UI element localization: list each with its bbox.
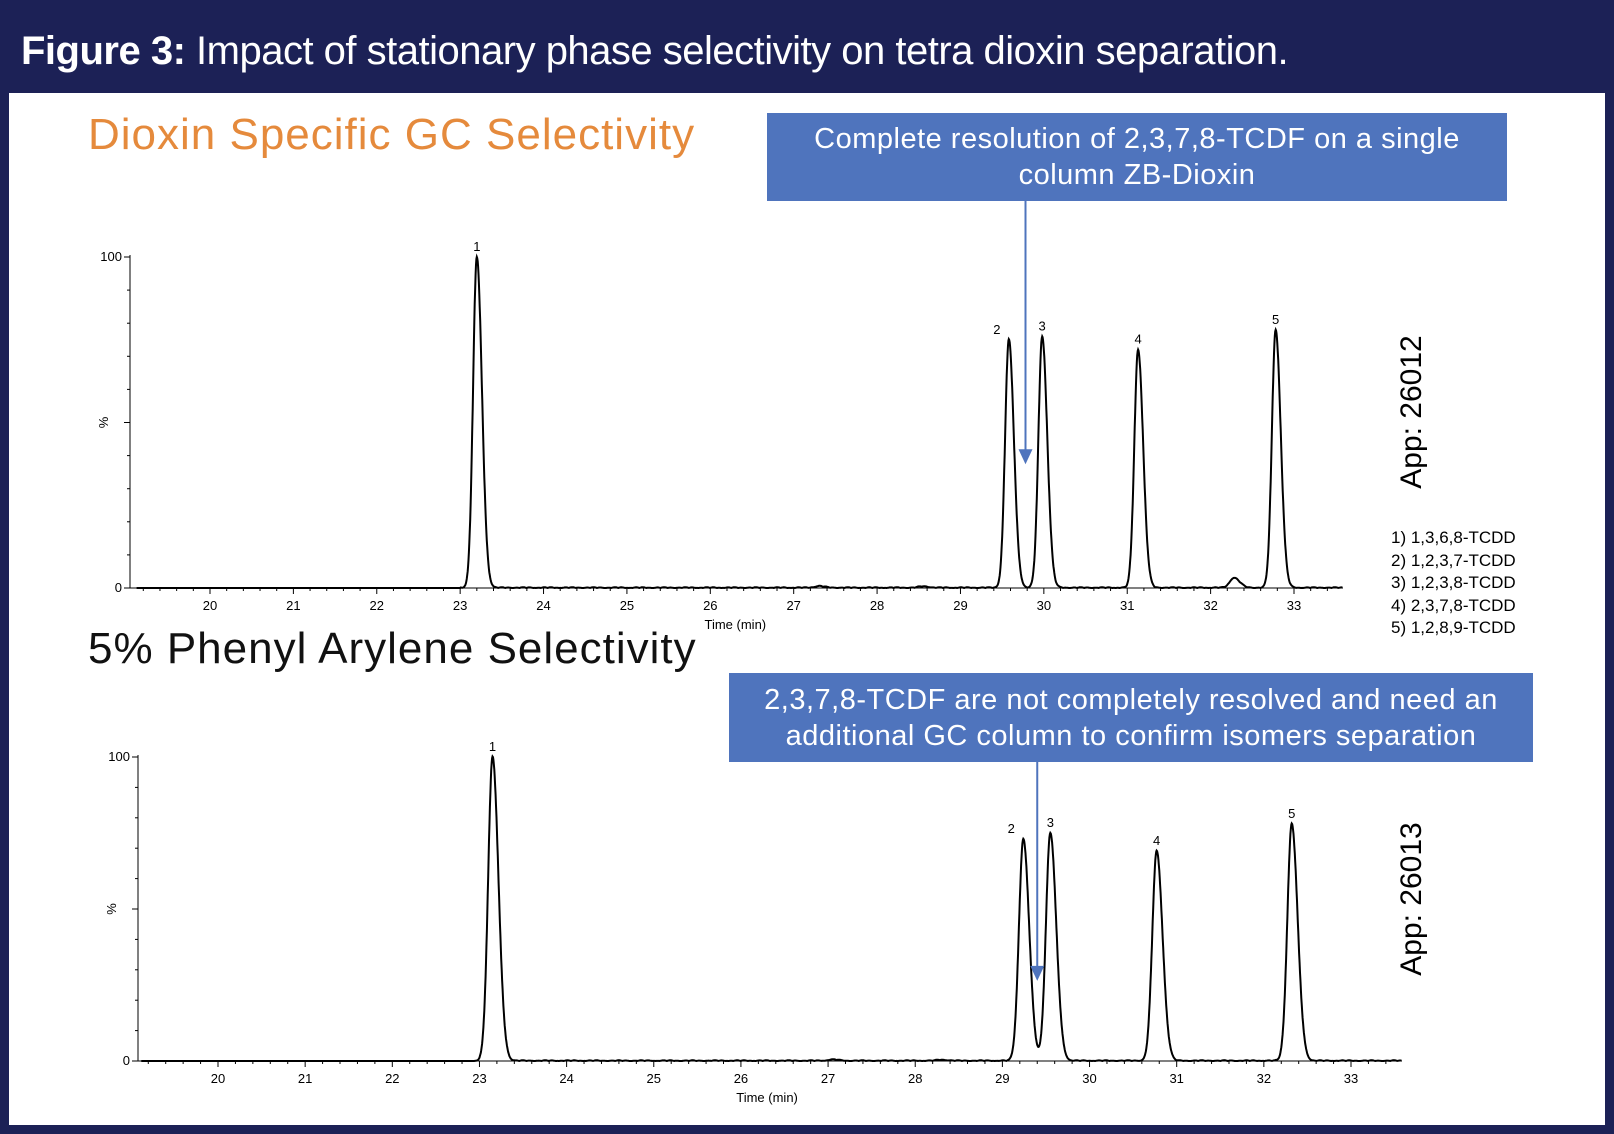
- x-tick-label: 31: [1120, 598, 1134, 613]
- x-tick-label: 23: [472, 1071, 486, 1086]
- peak-label: 2: [1008, 821, 1015, 836]
- x-tick-label: 33: [1344, 1071, 1358, 1086]
- peak-label: 2: [993, 322, 1000, 337]
- chromatogram-trace: [141, 754, 1402, 1063]
- x-axis-label: Time (min): [705, 617, 767, 632]
- figure-header: Figure 3: Impact of stationary phase sel…: [9, 9, 1605, 93]
- peak-label: 4: [1134, 332, 1141, 347]
- peak-label: 3: [1047, 815, 1054, 830]
- x-tick-label: 33: [1287, 598, 1301, 613]
- x-tick-label: 28: [908, 1071, 922, 1086]
- legend-item: 2) 1,2,3,7-TCDD: [1391, 550, 1516, 570]
- y-tick-label: 0: [123, 1053, 130, 1068]
- peak-label: 1: [489, 739, 496, 754]
- app-label-top: App: 26012: [1395, 335, 1428, 489]
- x-tick-label: 22: [370, 598, 384, 613]
- x-tick-label: 28: [870, 598, 884, 613]
- legend-item: 1) 1,3,6,8-TCDD: [1391, 528, 1516, 547]
- x-tick-label: 24: [559, 1071, 573, 1086]
- legend-item: 5) 1,2,8,9-TCDD: [1391, 618, 1516, 637]
- panel-title-top: Dioxin Specific GC Selectivity: [88, 110, 696, 159]
- x-tick-label: 27: [821, 1071, 835, 1086]
- y-axis-label: %: [96, 416, 111, 428]
- figure-label: Figure 3:: [21, 29, 186, 73]
- x-tick-label: 26: [734, 1071, 748, 1086]
- app-label-bottom: App: 26013: [1395, 822, 1428, 976]
- y-tick-label: 100: [108, 749, 130, 764]
- x-tick-label: 23: [453, 598, 467, 613]
- x-tick-label: 21: [298, 1071, 312, 1086]
- x-tick-label: 29: [995, 1071, 1009, 1086]
- callout-arrow-head: [1030, 965, 1045, 981]
- y-axis-label: %: [104, 903, 119, 915]
- x-axis-label: Time (min): [736, 1090, 798, 1105]
- panel-title-bottom: 5% Phenyl Arylene Selectivity: [88, 624, 697, 673]
- x-tick-label: 29: [953, 598, 967, 613]
- x-tick-label: 26: [703, 598, 717, 613]
- callout-top: Complete resolution of 2,3,7,8-TCDF on a…: [767, 113, 1507, 201]
- peak-label: 1: [473, 239, 480, 254]
- y-tick-label: 0: [115, 580, 122, 595]
- x-tick-label: 20: [203, 598, 217, 613]
- x-tick-label: 32: [1203, 598, 1217, 613]
- peak-label: 5: [1288, 806, 1295, 821]
- x-tick-label: 25: [620, 598, 634, 613]
- x-tick-label: 21: [286, 598, 300, 613]
- y-tick-label: 100: [100, 249, 122, 264]
- x-tick-label: 32: [1257, 1071, 1271, 1086]
- x-tick-label: 31: [1169, 1071, 1183, 1086]
- x-tick-label: 30: [1082, 1071, 1096, 1086]
- x-tick-label: 27: [786, 598, 800, 613]
- chromatogram-trace: [136, 253, 1343, 590]
- legend-item: 3) 1,2,3,8-TCDD: [1391, 573, 1516, 592]
- peak-label: 4: [1153, 833, 1160, 848]
- x-tick-label: 24: [536, 598, 550, 613]
- callout-bottom: 2,3,7,8-TCDF are not completely resolved…: [729, 673, 1533, 762]
- callout-arrow-head: [1018, 449, 1033, 465]
- figure-caption: Impact of stationary phase selectivity o…: [196, 29, 1289, 73]
- x-tick-label: 20: [211, 1071, 225, 1086]
- peak-label: 5: [1272, 312, 1279, 327]
- peak-legend: 1) 1,3,6,8-TCDD 2) 1,2,3,7-TCDD 3) 1,2,3…: [1391, 527, 1516, 640]
- legend-item: 4) 2,3,7,8-TCDD: [1391, 595, 1516, 615]
- peak-label: 3: [1039, 318, 1046, 333]
- x-tick-label: 22: [385, 1071, 399, 1086]
- x-tick-label: 30: [1037, 598, 1051, 613]
- x-tick-label: 25: [647, 1071, 661, 1086]
